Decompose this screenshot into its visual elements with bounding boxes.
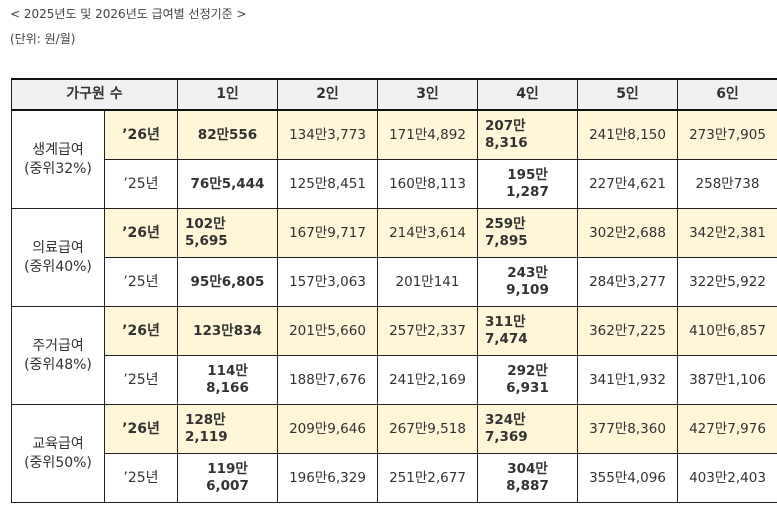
header-4person: 4인 xyxy=(477,78,578,111)
amount-cell: 292만 6,931 xyxy=(477,355,578,405)
amount-cell: 304만 8,887 xyxy=(477,453,578,503)
amount-cell: 76만5,444 xyxy=(177,159,278,209)
amount-cell: 188만7,676 xyxy=(277,355,378,405)
amount-cell: 410만6,857 xyxy=(677,306,777,356)
amount-cell: 257만2,337 xyxy=(377,306,478,356)
amount-cell: 95만6,805 xyxy=(177,257,278,307)
median-rate: (중위48%) xyxy=(24,356,92,373)
amount-cell: 259만 7,895 xyxy=(477,208,578,258)
amount-cell: 427만7,976 xyxy=(677,404,777,454)
amount-cell: 362만7,225 xyxy=(577,306,678,356)
header-6person: 6인 xyxy=(677,78,777,111)
amount-cell: 241만2,169 xyxy=(377,355,478,405)
amount-cell: 311만 7,474 xyxy=(477,306,578,356)
table-row: ’25년 95만6,805 157만3,063 201만141 243만 9,109 284… xyxy=(12,257,777,307)
benefit-category: 의료급여 (중위40%) xyxy=(11,208,105,307)
amount-cell: 258만738 xyxy=(677,159,777,209)
table-caption: < 2025년도 및 2026년도 급여별 선정기준 > xyxy=(10,7,247,21)
amount-cell: 114만 8,166 xyxy=(177,355,278,405)
amount-cell: 214만3,614 xyxy=(377,208,478,258)
header-row: 가구원 수 1인 2인 3인 4인 5인 6인 xyxy=(11,78,777,111)
year-label: ’26년 xyxy=(104,208,178,258)
year-label: ’25년 xyxy=(104,355,178,405)
amount-cell: 251만2,677 xyxy=(377,453,478,503)
amount-cell: 119만 6,007 xyxy=(177,453,278,503)
amount-cell: 322만5,922 xyxy=(677,257,777,307)
amount-cell: 171만4,892 xyxy=(377,109,478,160)
amount-cell: 201만141 xyxy=(377,257,478,307)
median-rate: (중위50%) xyxy=(24,454,92,471)
benefit-name: 생계급여 xyxy=(32,141,84,158)
amount-cell: 160만8,113 xyxy=(377,159,478,209)
amount-cell: 241만8,150 xyxy=(577,109,678,160)
benefit-criteria-table: 가구원 수 1인 2인 3인 4인 5인 6인 생계급여 (중위32%) ’26년 8… xyxy=(11,78,777,503)
benefit-category: 생계급여 (중위32%) xyxy=(11,109,105,209)
header-1person: 1인 xyxy=(177,78,278,111)
header-3person: 3인 xyxy=(377,78,478,111)
table-row: ’25년 119만 6,007 196만6,329 251만2,677 304만 8,887… xyxy=(12,453,777,503)
amount-cell: 123만834 xyxy=(177,306,278,356)
year-label: ’26년 xyxy=(104,109,178,160)
amount-cell: 201만5,660 xyxy=(277,306,378,356)
median-rate: (중위32%) xyxy=(24,160,92,177)
table-body: 생계급여 (중위32%) ’26년 82만556 134만3,773 171만4,892 2… xyxy=(11,109,777,503)
amount-cell: 377만8,360 xyxy=(577,404,678,454)
amount-cell: 267만9,518 xyxy=(377,404,478,454)
median-rate: (중위40%) xyxy=(24,258,92,275)
benefit-category: 주거급여 (중위48%) xyxy=(11,306,105,405)
amount-cell: 227만4,621 xyxy=(577,159,678,209)
benefit-category: 교육급여 (중위50%) xyxy=(11,404,105,503)
amount-cell: 387만1,106 xyxy=(677,355,777,405)
benefit-name: 교육급여 xyxy=(32,435,84,452)
year-label: ’25년 xyxy=(104,257,178,307)
amount-cell: 341만1,932 xyxy=(577,355,678,405)
amount-cell: 403만2,403 xyxy=(677,453,777,503)
year-label: ’26년 xyxy=(104,404,178,454)
table-row: 생계급여 (중위32%) ’26년 82만556 134만3,773 171만4,892 2… xyxy=(11,109,777,209)
year-label: ’25년 xyxy=(104,159,178,209)
amount-cell: 273만7,905 xyxy=(677,109,777,160)
table-row: ’25년 76만5,444 125만8,451 160만8,113 195만 1,287 2… xyxy=(12,159,777,209)
amount-cell: 82만556 xyxy=(177,109,278,160)
year-label: ’25년 xyxy=(104,453,178,503)
amount-cell: 125만8,451 xyxy=(277,159,378,209)
amount-cell: 284만3,277 xyxy=(577,257,678,307)
amount-cell: 157만3,063 xyxy=(277,257,378,307)
amount-cell: 342만2,381 xyxy=(677,208,777,258)
header-2person: 2인 xyxy=(277,78,378,111)
amount-cell: 195만 1,287 xyxy=(477,159,578,209)
amount-cell: 209만9,646 xyxy=(277,404,378,454)
amount-cell: 243만 9,109 xyxy=(477,257,578,307)
amount-cell: 355만4,096 xyxy=(577,453,678,503)
amount-cell: 167만9,717 xyxy=(277,208,378,258)
header-household-size: 가구원 수 xyxy=(11,78,178,111)
table-row: ’25년 114만 8,166 188만7,676 241만2,169 292만 6,931… xyxy=(12,355,777,405)
amount-cell: 302만2,688 xyxy=(577,208,678,258)
table-row: 의료급여 (중위40%) ’26년 102만 5,695 167만9,717 214만3,6… xyxy=(11,208,777,307)
amount-cell: 196만6,329 xyxy=(277,453,378,503)
amount-cell: 324만 7,369 xyxy=(477,404,578,454)
year-label: ’26년 xyxy=(104,306,178,356)
amount-cell: 102만 5,695 xyxy=(177,208,278,258)
unit-note: (단위: 원/월) xyxy=(10,32,76,46)
table-row: 교육급여 (중위50%) ’26년 128만 2,119 209만9,646 267만9,5… xyxy=(11,404,777,503)
benefit-name: 주거급여 xyxy=(32,337,84,354)
table-row: 주거급여 (중위48%) ’26년 123만834 201만5,660 257만2,337… xyxy=(11,306,777,405)
amount-cell: 128만 2,119 xyxy=(177,404,278,454)
amount-cell: 207만 8,316 xyxy=(477,109,578,160)
header-5person: 5인 xyxy=(577,78,678,111)
amount-cell: 134만3,773 xyxy=(277,109,378,160)
benefit-name: 의료급여 xyxy=(32,239,84,256)
